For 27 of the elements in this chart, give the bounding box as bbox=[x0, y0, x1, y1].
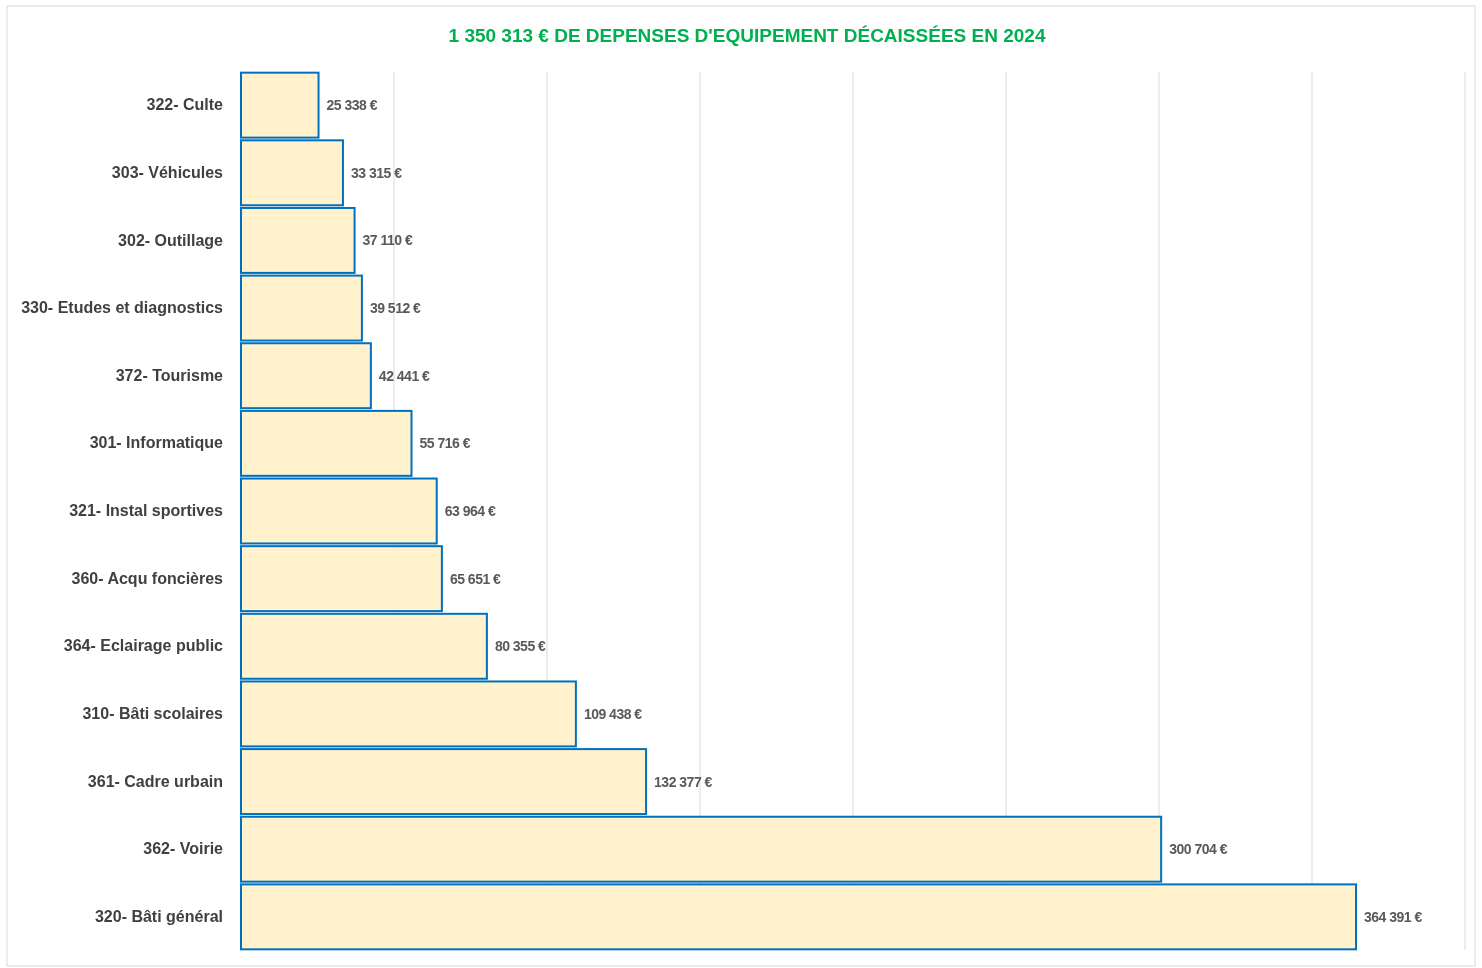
data-label: 65 651 € bbox=[449, 570, 502, 587]
y-tick-label: 330- Etudes et diagnostics bbox=[21, 299, 224, 317]
y-tick-label: 362- Voirie bbox=[143, 840, 224, 858]
data-label: 55 716 € bbox=[419, 435, 471, 452]
data-label: 300 704 € bbox=[1169, 841, 1228, 858]
data-label: 80 355 € bbox=[494, 638, 547, 655]
data-label: 33 315 € bbox=[350, 164, 403, 181]
y-tick-label: 310- Bâti scolaires bbox=[82, 705, 224, 723]
y-tick-label: 320- Bâti général bbox=[94, 907, 223, 925]
y-tick-label: 303- Véhicules bbox=[111, 163, 224, 181]
chart-title: 1 350 313 € DE DEPENSES D'EQUIPEMENT DÉCAISSÉES EN 2024 bbox=[448, 25, 1046, 46]
y-tick-label: 302- Outillage bbox=[118, 231, 224, 249]
y-tick-label: 321- Instal sportives bbox=[69, 502, 224, 520]
data-label: 109 438 € bbox=[583, 705, 643, 722]
y-tick-label: 364- Eclairage public bbox=[63, 637, 224, 655]
data-label: 364 391 € bbox=[1364, 908, 1423, 925]
y-tick-label: 372- Tourisme bbox=[115, 366, 224, 384]
data-label: 39 512 € bbox=[369, 300, 422, 317]
y-tick-label: 322- Culte bbox=[146, 96, 224, 114]
data-label: 63 964 € bbox=[444, 503, 496, 519]
y-tick-label: 360- Acqu foncières bbox=[71, 569, 224, 587]
data-label: 25 338 € bbox=[326, 97, 378, 114]
data-label: 42 441 € bbox=[378, 367, 431, 384]
data-label: 132 377 € bbox=[654, 773, 713, 790]
y-tick-label: 301- Informatique bbox=[89, 434, 224, 452]
y-tick-label: 361- Cadre urbain bbox=[87, 772, 223, 790]
data-label: 37 110 € bbox=[362, 232, 413, 249]
